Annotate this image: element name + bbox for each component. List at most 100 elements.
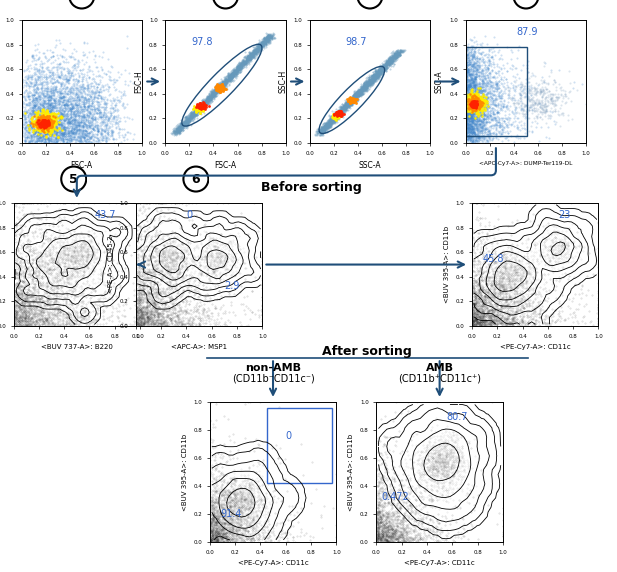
Point [468, 307, 478, 316]
Point [337, 104, 347, 113]
Point [474, 104, 484, 113]
Point [39, 118, 49, 128]
Point [352, 88, 362, 97]
Point [471, 91, 481, 100]
Point [462, 95, 471, 104]
Point [151, 302, 160, 311]
Point [222, 456, 232, 466]
Point [19, 93, 28, 102]
Point [466, 519, 476, 529]
Point [229, 475, 239, 484]
Point [72, 257, 82, 266]
Point [53, 271, 63, 280]
Point [93, 67, 102, 76]
Point [494, 113, 503, 122]
Point [188, 108, 197, 117]
Point [375, 507, 385, 516]
Point [317, 125, 327, 134]
Point [468, 319, 478, 328]
Point [385, 491, 395, 500]
Point [222, 531, 232, 541]
Point [46, 99, 56, 108]
Point [468, 124, 478, 133]
Point [470, 73, 480, 82]
Point [180, 118, 189, 128]
Point [352, 94, 362, 104]
Point [131, 250, 141, 259]
Point [472, 125, 482, 134]
Point [60, 243, 70, 252]
Point [113, 112, 123, 121]
Point [263, 38, 273, 47]
Point [48, 272, 58, 281]
Point [249, 494, 259, 503]
Point [202, 247, 212, 256]
Point [16, 305, 26, 315]
Point [170, 305, 180, 314]
Point [468, 99, 478, 108]
Point [73, 85, 83, 94]
Point [478, 285, 488, 295]
Point [166, 129, 176, 138]
Point [226, 514, 236, 523]
Point [383, 498, 392, 507]
Point [557, 262, 567, 271]
Point [475, 84, 485, 93]
Point [132, 313, 142, 323]
Point [172, 235, 181, 244]
Point [43, 119, 52, 128]
Point [192, 111, 202, 120]
Point [33, 110, 43, 120]
Point [549, 221, 558, 230]
Point [22, 297, 32, 306]
Point [479, 291, 489, 300]
Point [28, 301, 38, 311]
Point [207, 519, 217, 529]
Point [180, 120, 189, 129]
Point [77, 138, 87, 147]
Point [492, 303, 502, 312]
Point [406, 436, 416, 445]
Point [393, 512, 403, 521]
Point [63, 129, 73, 138]
Point [468, 303, 478, 312]
Point [65, 106, 75, 115]
Point [31, 305, 41, 315]
Point [508, 280, 518, 289]
Point [216, 84, 226, 93]
Point [473, 56, 483, 65]
Point [56, 129, 66, 138]
Point [138, 253, 147, 262]
Point [157, 294, 167, 303]
Point [482, 85, 492, 94]
Point [207, 530, 217, 539]
Point [216, 492, 226, 501]
Point [43, 118, 53, 128]
Point [541, 220, 551, 229]
Point [493, 261, 503, 270]
Point [195, 108, 205, 117]
Point [535, 305, 545, 314]
Point [56, 110, 66, 119]
Point [17, 281, 27, 291]
Point [28, 105, 38, 114]
Point [155, 308, 165, 317]
Point [183, 296, 193, 305]
Point [429, 538, 439, 547]
Point [323, 120, 333, 129]
Point [223, 505, 233, 514]
Point [236, 515, 246, 524]
Point [462, 115, 471, 124]
Point [68, 251, 78, 260]
Point [220, 515, 230, 524]
Point [67, 68, 77, 77]
Point [47, 309, 57, 319]
Point [70, 123, 80, 132]
Point [224, 526, 234, 535]
Point [365, 75, 375, 84]
Point [11, 201, 21, 210]
Point [51, 277, 60, 287]
Point [500, 101, 510, 110]
Point [384, 516, 394, 525]
Point [85, 235, 94, 244]
